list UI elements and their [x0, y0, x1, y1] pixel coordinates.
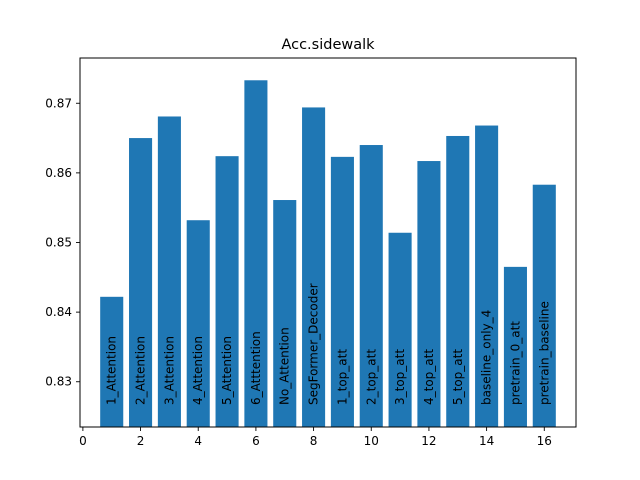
x-tick-label-10: 10 [364, 434, 379, 448]
bar-label-11: 3_top_att [393, 349, 407, 405]
bar-label-10: 2_top_att [364, 349, 378, 405]
bar-label-16: pretrain_baseline [537, 301, 551, 405]
bar-4 [186, 220, 210, 427]
bar-labels-group: 1_Attention 2_Attention 3_Attention 4_Atten… [105, 283, 552, 405]
bar-label-7: No_Attention [278, 327, 292, 405]
bar-label-8: SegFormer_Decoder [307, 283, 321, 405]
x-tick-label-12: 12 [421, 434, 436, 448]
bar-14 [475, 125, 499, 427]
bar-6 [244, 80, 268, 428]
y-axis-ticks: 0.83 0.84 0.85 0.86 0.87 [45, 96, 80, 389]
bar-label-12: 4_top_att [422, 349, 436, 405]
bar-13 [446, 135, 470, 427]
y-tick-label-2: 0.85 [45, 236, 72, 250]
bar-3 [157, 116, 181, 427]
x-tick-label-8: 8 [310, 434, 318, 448]
bar-label-4: 4_Attention [191, 336, 205, 405]
y-tick-label-1: 0.84 [45, 305, 72, 319]
bar-16 [532, 184, 556, 427]
plot-frame [79, 57, 577, 428]
chart-title: Acc.sidewalk [281, 37, 375, 53]
bar-label-9: 1_top_att [335, 349, 349, 405]
bar-1 [100, 296, 124, 427]
bar-label-15: pretrain_0_att [508, 321, 522, 405]
x-tick-label-2: 2 [137, 434, 145, 448]
bar-15 [503, 266, 527, 427]
bar-10 [359, 145, 383, 427]
y-tick-label-3: 0.86 [45, 166, 72, 180]
bar-label-6: 6_Atttention [249, 331, 263, 405]
bar-11 [388, 232, 412, 427]
bar-label-14: baseline_only_4 [480, 310, 494, 405]
x-tick-label-16: 16 [537, 434, 552, 448]
bar-8 [302, 107, 326, 428]
x-tick-label-0: 0 [79, 434, 87, 448]
bar-9 [330, 156, 354, 428]
bar-label-5: 5_Attention [220, 336, 234, 405]
x-tick-label-14: 14 [479, 434, 494, 448]
bar-label-1: 1_Attention [105, 336, 119, 405]
bar-label-3: 3_Attention [162, 336, 176, 405]
bars-group [100, 80, 556, 428]
x-tick-label-6: 6 [252, 434, 260, 448]
bar-label-2: 2_Attention [134, 336, 148, 405]
y-tick-label-0: 0.83 [45, 375, 72, 389]
bar-2 [129, 138, 153, 427]
x-tick-label-4: 4 [194, 434, 202, 448]
bar-12 [417, 161, 441, 427]
bar-label-13: 5_top_att [451, 349, 465, 405]
x-axis-ticks: 0 2 4 6 8 10 12 14 16 [79, 427, 552, 448]
y-tick-label-4: 0.87 [45, 96, 72, 110]
bar-7 [273, 200, 297, 427]
bar-5 [215, 156, 239, 428]
